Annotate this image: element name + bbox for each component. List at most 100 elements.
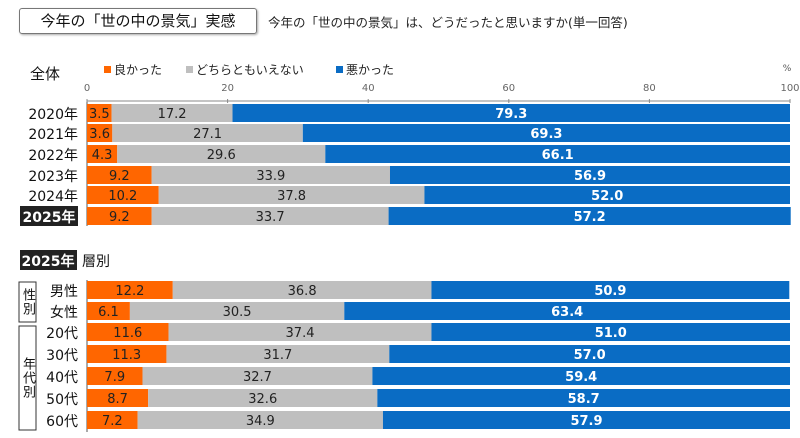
data-label: 58.7	[568, 392, 600, 407]
group-label-age: 年代別	[20, 357, 35, 399]
legend-label: どちらともいえない	[196, 63, 304, 77]
bar-segment	[142, 367, 373, 385]
data-label: 32.7	[243, 370, 272, 385]
bar-segment	[344, 302, 790, 320]
bar-segment	[382, 411, 790, 429]
category-label: 男性	[50, 284, 78, 300]
bar-segment	[148, 389, 378, 407]
x-tick-label: 60	[502, 83, 515, 94]
year-badge	[20, 250, 77, 270]
highlight-badge	[20, 206, 78, 226]
bar-segment	[87, 124, 113, 142]
legend-label: 良かった	[114, 62, 162, 77]
data-label: 56.9	[574, 169, 606, 184]
bar-segment	[87, 104, 112, 122]
category-label: 女性	[50, 304, 78, 321]
legend-label: 悪かった	[346, 63, 394, 77]
bar-segment	[232, 104, 790, 122]
data-label: 11.3	[112, 348, 141, 363]
data-label: 57.2	[574, 210, 606, 225]
category-label: 2020年	[28, 107, 78, 123]
category-label: 50代	[46, 392, 78, 408]
legend-swatch	[104, 66, 111, 73]
data-label: 6.1	[98, 305, 119, 320]
question-text: 今年の「世の中の景気」は、どうだったと思いますか(単一回答)	[268, 15, 628, 30]
data-label: 51.0	[595, 326, 627, 341]
data-label: 7.2	[102, 414, 123, 429]
category-label: 40代	[46, 370, 78, 386]
bar-segment	[302, 124, 790, 142]
bar-segment	[87, 166, 152, 184]
data-label: 37.4	[286, 326, 315, 341]
data-label: 63.4	[551, 305, 583, 320]
x-tick-label: 40	[362, 83, 375, 94]
x-tick-label: 80	[643, 83, 656, 94]
data-label: 66.1	[542, 148, 574, 163]
bar-segment	[372, 367, 790, 385]
bar-segment	[87, 207, 152, 225]
x-tick-label: 100	[780, 83, 799, 94]
data-label: 32.6	[248, 392, 277, 407]
bar-segment	[87, 186, 159, 204]
data-label: 17.2	[158, 107, 187, 122]
data-label: 12.2	[115, 284, 144, 299]
data-label: 4.3	[92, 148, 113, 163]
bar-segment	[325, 145, 790, 163]
data-label: 59.4	[565, 370, 597, 385]
category-label: 30代	[46, 348, 78, 364]
data-label: 3.5	[89, 107, 110, 122]
data-label: 69.3	[530, 127, 562, 142]
data-label: 10.2	[108, 189, 137, 204]
data-label: 79.3	[495, 107, 527, 122]
bar-segment	[137, 411, 383, 429]
x-tick-label: 0	[84, 83, 90, 94]
bar-segment	[151, 207, 389, 225]
bar-segment	[151, 166, 390, 184]
data-label: 27.1	[193, 127, 222, 142]
bar-segment	[431, 323, 790, 341]
bar-segment	[129, 302, 345, 320]
bar-segment	[87, 367, 143, 385]
bar-segment	[87, 323, 169, 341]
data-label: 8.7	[107, 392, 128, 407]
data-label: 57.9	[570, 414, 602, 429]
bar-segment	[388, 207, 791, 225]
data-label: 29.6	[207, 148, 236, 163]
data-label: 36.8	[288, 284, 317, 299]
data-label: 57.0	[574, 348, 606, 363]
section-title: 全体	[30, 65, 60, 83]
category-label: 60代	[46, 414, 78, 430]
group-bracket	[18, 325, 37, 431]
category-label: 2024年	[28, 189, 78, 205]
bar-segment	[158, 186, 425, 204]
bar-segment	[172, 281, 432, 299]
data-label: 11.6	[113, 326, 142, 341]
data-label: 30.5	[223, 305, 252, 320]
group-label-gender: 性別	[20, 288, 35, 316]
data-label: 7.9	[104, 370, 125, 385]
bar-segment	[377, 389, 790, 407]
data-label: 33.7	[256, 210, 285, 225]
data-label: 37.8	[277, 189, 306, 204]
bar-segment	[87, 345, 167, 363]
data-label: 33.9	[256, 169, 285, 184]
bar-segment	[87, 389, 149, 407]
category-label: 2021年	[28, 127, 78, 143]
section-title: 層別	[82, 254, 110, 270]
data-label: 50.9	[594, 284, 626, 299]
bar-segment	[87, 281, 173, 299]
data-label: 9.2	[109, 169, 130, 184]
bar-segment	[431, 281, 790, 299]
data-label: 3.6	[89, 127, 110, 142]
x-tick-label: 20	[221, 83, 234, 94]
bar-segment	[87, 302, 130, 320]
category-label: 2022年	[28, 148, 78, 164]
data-label: 9.2	[109, 210, 130, 225]
category-label: 2023年	[28, 169, 78, 185]
data-label: 31.7	[263, 348, 292, 363]
chart-title: 今年の「世の中の景気」実感	[19, 8, 257, 34]
bar-segment	[424, 186, 790, 204]
bar-segment	[111, 104, 233, 122]
legend-swatch	[336, 66, 343, 73]
